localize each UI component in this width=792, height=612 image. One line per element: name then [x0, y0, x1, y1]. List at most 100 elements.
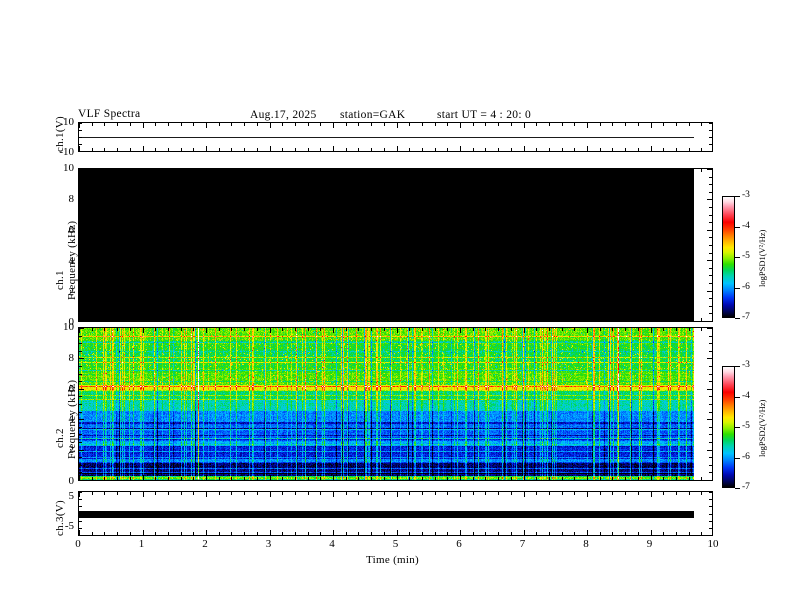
axis-tick — [709, 535, 712, 536]
axis-tick — [231, 328, 232, 331]
axis-tick — [612, 492, 613, 495]
axis-tick — [600, 328, 601, 331]
axis-tick — [689, 148, 690, 151]
axis-tick — [79, 450, 84, 451]
colorbar-tick-label: -6 — [742, 452, 750, 462]
axis-tick — [79, 492, 80, 497]
axis-tick — [663, 328, 664, 331]
axis-tick — [79, 465, 82, 466]
axis-tick — [181, 318, 182, 321]
axis-tick — [447, 318, 448, 321]
axis-tick — [92, 148, 93, 151]
axis-tick — [498, 123, 499, 126]
colorbar-tick-label: -4 — [742, 221, 750, 231]
ch3-voltage-trace — [79, 511, 694, 518]
axis-tick — [219, 318, 220, 321]
axis-tick — [231, 169, 232, 172]
axis-tick — [371, 318, 372, 321]
axis-tick — [193, 492, 194, 495]
xtick-label: 6 — [456, 538, 462, 550]
axis-tick — [231, 318, 232, 321]
axis-tick — [707, 169, 712, 170]
colorbar-logpsd1 — [722, 196, 735, 318]
axis-tick — [308, 148, 309, 151]
axis-tick — [676, 492, 677, 495]
axis-tick — [79, 530, 80, 535]
axis-tick — [333, 475, 334, 480]
axis-tick — [168, 532, 169, 535]
axis-tick — [79, 321, 84, 322]
axis-tick — [663, 492, 664, 495]
axis-tick — [206, 169, 207, 174]
axis-tick — [707, 358, 712, 359]
axis-tick — [130, 477, 131, 480]
axis-tick — [709, 306, 712, 307]
axis-tick — [511, 532, 512, 535]
axis-tick — [206, 123, 207, 128]
axis-tick — [92, 328, 93, 331]
axis-tick — [295, 328, 296, 331]
axis-tick — [206, 316, 207, 321]
axis-tick — [193, 318, 194, 321]
colorbar-tick-label: -3 — [742, 360, 750, 370]
colorbar-tick — [735, 227, 740, 228]
axis-tick — [473, 169, 474, 172]
axis-tick — [270, 475, 271, 480]
axis-tick — [473, 123, 474, 126]
axis-tick — [524, 146, 525, 151]
axis-tick — [79, 492, 82, 493]
axis-tick — [231, 532, 232, 535]
axis-tick — [562, 532, 563, 535]
axis-tick — [346, 492, 347, 495]
axis-tick — [143, 123, 144, 128]
axis-tick — [511, 318, 512, 321]
axis-tick — [511, 148, 512, 151]
axis-tick — [79, 419, 84, 420]
axis-tick — [473, 318, 474, 321]
axis-tick — [79, 192, 82, 193]
axis-tick — [709, 351, 712, 352]
axis-tick — [709, 427, 712, 428]
axis-tick — [346, 148, 347, 151]
ytick-ch3v-top: 5 — [68, 490, 75, 502]
axis-tick — [79, 472, 82, 473]
ytick-ch2f-2: 2 — [68, 444, 75, 456]
axis-tick — [79, 222, 82, 223]
axis-tick — [638, 492, 639, 495]
axis-tick — [562, 492, 563, 495]
axis-tick — [460, 316, 461, 321]
axis-tick — [79, 475, 80, 480]
axis-tick — [79, 144, 82, 145]
axis-tick — [600, 477, 601, 480]
axis-tick — [651, 123, 652, 128]
axis-tick — [638, 477, 639, 480]
axis-tick — [498, 477, 499, 480]
axis-tick — [638, 328, 639, 331]
axis-tick — [409, 123, 410, 126]
axis-tick — [92, 492, 93, 495]
axis-tick — [638, 169, 639, 172]
axis-tick — [485, 492, 486, 495]
xtick-label: 10 — [707, 538, 719, 550]
axis-tick — [181, 492, 182, 495]
axis-tick — [409, 532, 410, 535]
axis-tick — [549, 492, 550, 495]
axis-tick — [308, 492, 309, 495]
axis-tick — [371, 328, 372, 331]
axis-tick — [346, 318, 347, 321]
axis-tick — [397, 530, 398, 535]
axis-tick — [574, 148, 575, 151]
axis-tick — [231, 123, 232, 126]
axis-tick — [79, 396, 82, 397]
axis-tick — [79, 521, 82, 522]
axis-tick — [155, 148, 156, 151]
axis-tick — [638, 148, 639, 151]
axis-tick — [709, 514, 712, 515]
axis-tick — [709, 130, 712, 131]
axis-tick — [701, 492, 702, 495]
axis-tick — [460, 530, 461, 535]
xtick-label: 4 — [329, 538, 335, 550]
axis-tick — [219, 492, 220, 495]
ch1-voltage-trace — [79, 136, 694, 138]
axis-tick — [663, 148, 664, 151]
